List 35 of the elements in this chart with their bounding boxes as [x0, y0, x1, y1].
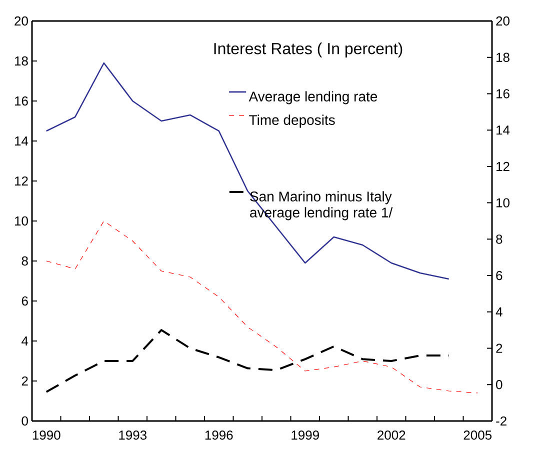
y-tick-label: 18	[15, 56, 28, 66]
legend-label: Time deposits	[249, 114, 335, 128]
y2-tick-label: 2	[496, 344, 502, 353]
y2-tick-label: 18	[496, 52, 510, 62]
y-tick-label: 6	[22, 296, 28, 306]
x-tick-label: 1999	[292, 430, 319, 440]
y-tick-label: 14	[15, 136, 28, 146]
y2-tick-label: 20	[496, 16, 510, 26]
line-series	[45, 329, 450, 393]
y2-tick-label: 14	[496, 126, 510, 135]
y-tick-label: 20	[14, 16, 28, 26]
y2-tick-label: 4	[496, 307, 502, 316]
y2-tick-label: 8	[496, 234, 502, 244]
line-series	[46, 62, 450, 280]
x-tick-label: 1990	[32, 430, 60, 440]
y-tick-label: 8	[22, 256, 28, 266]
legend-label: Average lending rate	[248, 91, 378, 104]
line-series	[46, 220, 478, 394]
y-tick-label: 10	[15, 216, 28, 226]
y2-tick-label: 16	[496, 89, 510, 98]
y-tick-label: 4	[22, 336, 28, 346]
x-tick-label: 2002	[378, 430, 406, 440]
y2-tick-label: 10	[496, 198, 510, 208]
y2-tick-label: 12	[496, 162, 510, 171]
y2-tick-label: -2	[496, 416, 506, 426]
y2-tick-label: 6	[496, 270, 502, 280]
y-tick-label: 16	[15, 96, 28, 106]
x-tick-label: 2005	[464, 430, 492, 440]
y2-tick-label: 0	[496, 380, 502, 390]
text: Interest Rates ( In percent)	[214, 42, 402, 58]
x-tick-label: 1993	[119, 430, 147, 440]
y-tick-label: 2	[22, 376, 28, 386]
y-tick-label: 0	[22, 416, 28, 426]
x-tick-label: 1996	[205, 430, 233, 440]
y-tick-label: 12	[15, 176, 28, 186]
